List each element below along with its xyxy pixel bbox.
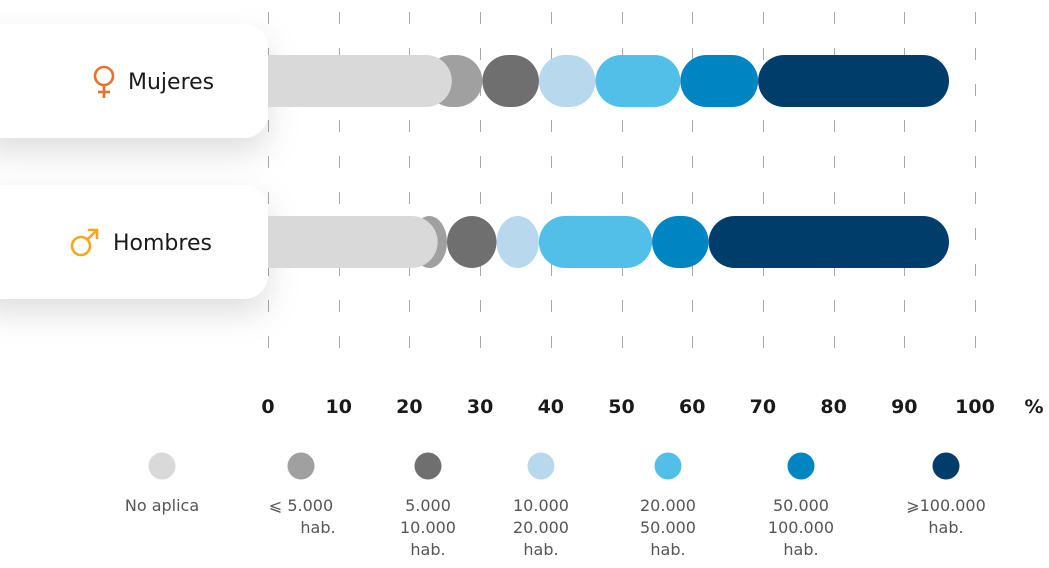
x-unit-label: % — [1024, 396, 1043, 418]
x-tick-label: 10 — [325, 396, 351, 418]
category-card — [0, 24, 268, 138]
legend-swatch — [932, 452, 960, 480]
legend-item: 20.000 50.000 hab. — [640, 452, 696, 559]
legend: No aplica ⩽ 5.000hab.5.00010.000hab.10.00… — [125, 452, 986, 559]
legend-label: 20.000 — [640, 496, 696, 515]
legend-label: 50.000 — [773, 496, 829, 515]
legend-label: hab. — [300, 518, 335, 537]
legend-label: 50.000 — [640, 518, 696, 537]
bar-segment — [538, 55, 596, 107]
x-tick-label: 40 — [538, 396, 564, 418]
legend-label: 100.000 — [768, 518, 834, 537]
bar-segment — [708, 216, 949, 268]
bar-segment — [595, 55, 681, 107]
x-tick-label: 60 — [679, 396, 705, 418]
bar-segment — [268, 216, 438, 268]
x-tick-label: 80 — [820, 396, 846, 418]
bar-segment — [482, 55, 539, 107]
legend-label: ⩽ 5.000 — [269, 496, 333, 515]
legend-swatch — [787, 452, 815, 480]
x-axis-ticks: 0 10 20 30 40 50 60 70 80 90 100% — [261, 396, 1043, 418]
bars — [268, 55, 949, 268]
legend-label: hab. — [410, 540, 445, 559]
category-label: Mujeres — [128, 70, 214, 95]
bar-segment — [680, 55, 759, 107]
x-tick-label: 90 — [891, 396, 917, 418]
legend-label: hab. — [650, 540, 685, 559]
x-tick-label: 20 — [396, 396, 422, 418]
male-icon — [70, 228, 99, 257]
legend-label: ⩾100.000 — [906, 496, 986, 515]
legend-label: No aplica — [125, 496, 199, 515]
x-tick-label: 30 — [467, 396, 493, 418]
legend-swatch — [414, 452, 442, 480]
bar-segment — [496, 216, 539, 268]
x-tick-label: 50 — [608, 396, 634, 418]
x-tick-label: 100 — [955, 396, 995, 418]
legend-label: 10.000 — [513, 496, 569, 515]
bar-segment — [758, 55, 949, 107]
legend-label: 10.000 — [400, 518, 456, 537]
legend-label: hab. — [928, 518, 963, 537]
bar-segment — [268, 55, 452, 107]
legend-swatch — [148, 452, 176, 480]
bar-segment — [538, 216, 653, 268]
legend-item: 50.000 100.000 hab. — [768, 452, 834, 559]
x-tick-label: 0 — [261, 396, 274, 418]
gridlines — [268, 12, 976, 360]
category-cards: Mujeres Hombres — [0, 24, 268, 299]
legend-item: ⩽ 5.000 hab. — [269, 452, 336, 537]
category-card — [0, 185, 268, 299]
legend-item: ⩾100.000 hab. — [906, 452, 986, 537]
female-icon — [93, 65, 115, 98]
x-tick-label: 70 — [750, 396, 776, 418]
legend-item: No aplica — [125, 452, 199, 515]
legend-item: 5.000 10.000 hab. — [400, 452, 456, 559]
legend-swatch — [654, 452, 682, 480]
legend-item: 10.000 20.000 hab. — [513, 452, 569, 559]
legend-label: 20.000 — [513, 518, 569, 537]
legend-label: hab. — [783, 540, 818, 559]
bar-segment — [447, 216, 497, 268]
legend-label: 5.000 — [405, 496, 451, 515]
legend-label: hab. — [523, 540, 558, 559]
bar-segment — [652, 216, 709, 268]
legend-swatch — [527, 452, 555, 480]
category-label: Hombres — [113, 231, 212, 256]
legend-swatch — [287, 452, 315, 480]
